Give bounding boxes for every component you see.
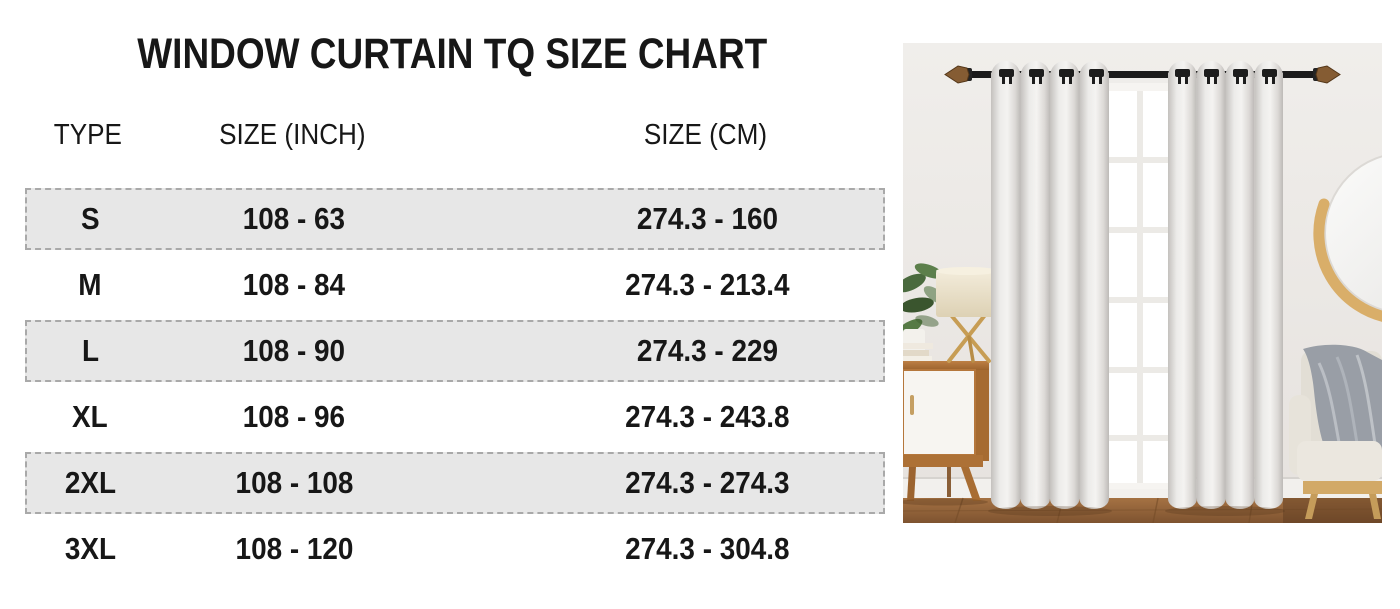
cell-size-inch: 108 - 90 xyxy=(242,333,346,368)
cell-type: S xyxy=(80,201,100,236)
cell-size-inch: 108 - 120 xyxy=(235,531,353,566)
table-header-row: TYPE SIZE (INCH) SIZE (CM) xyxy=(25,110,885,160)
cell-size-inch: 108 - 108 xyxy=(235,465,353,500)
sideboard xyxy=(903,361,989,506)
left-curtain-panel xyxy=(988,61,1112,516)
table-row: S 108 - 63 274.3 - 160 xyxy=(25,188,885,250)
window-sill xyxy=(1095,489,1187,498)
cabinet-leg xyxy=(907,467,916,501)
cell-size-inch: 108 - 63 xyxy=(242,201,346,236)
finial-left xyxy=(944,65,970,84)
cabinet-leg xyxy=(961,467,981,501)
armchair xyxy=(1289,344,1382,519)
chair-leg xyxy=(1305,494,1318,519)
table-lamp xyxy=(936,267,998,363)
size-chart-panel: WINDOW CURTAIN TQ SIZE CHART TYPE SIZE (… xyxy=(0,30,905,584)
finial-right xyxy=(1315,65,1341,84)
page-title-text: WINDOW CURTAIN TQ SIZE CHART xyxy=(137,30,768,78)
table-row: L 108 - 90 274.3 - 229 xyxy=(25,320,885,382)
book-stack xyxy=(903,343,933,361)
cell-size-cm: 274.3 - 160 xyxy=(636,201,778,236)
cell-type: XL xyxy=(72,399,108,434)
page-title: WINDOW CURTAIN TQ SIZE CHART xyxy=(0,30,905,79)
right-curtain-panel xyxy=(1165,61,1285,516)
cell-size-inch: 108 - 84 xyxy=(242,267,346,302)
table-row: 3XL 108 - 120 274.3 - 304.8 xyxy=(25,518,885,580)
grommet-clips xyxy=(999,69,1104,84)
chair-leg xyxy=(1369,494,1381,519)
mirror-wood-arc xyxy=(1313,198,1382,322)
table-row: XL 108 - 96 274.3 - 243.8 xyxy=(25,386,885,448)
cell-type: 2XL xyxy=(64,465,116,500)
round-mirror xyxy=(1313,155,1382,322)
table-row: 2XL 108 - 108 274.3 - 274.3 xyxy=(25,452,885,514)
cell-size-inch: 108 - 96 xyxy=(242,399,346,434)
seat-cushion xyxy=(1297,441,1382,481)
cabinet-handle xyxy=(910,395,914,415)
cell-type: L xyxy=(81,333,99,368)
column-header-size-cm: SIZE (CM) xyxy=(643,118,767,151)
product-photo xyxy=(903,43,1382,523)
grommet-clips xyxy=(1175,69,1277,84)
cell-type: M xyxy=(78,267,102,302)
table-row: M 108 - 84 274.3 - 213.4 xyxy=(25,254,885,316)
cell-size-cm: 274.3 - 304.8 xyxy=(624,531,790,566)
cell-size-cm: 274.3 - 274.3 xyxy=(624,465,790,500)
cell-type: 3XL xyxy=(64,531,116,566)
cell-size-cm: 274.3 - 243.8 xyxy=(624,399,790,434)
cell-size-cm: 274.3 - 213.4 xyxy=(624,267,790,302)
lamp-shade xyxy=(936,270,998,317)
column-header-type: TYPE xyxy=(53,118,123,151)
column-header-size-inch: SIZE (INCH) xyxy=(218,118,366,151)
wood-floor xyxy=(903,497,1382,523)
cell-size-cm: 274.3 - 229 xyxy=(636,333,778,368)
size-table: S 108 - 63 274.3 - 160 M 108 - 84 274.3 … xyxy=(25,188,885,584)
